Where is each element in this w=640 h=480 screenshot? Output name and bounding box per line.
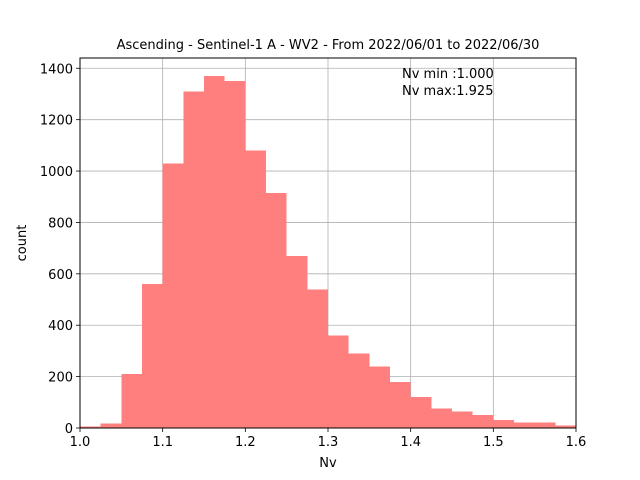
y-axis-ticks: 0 200 400 600 800 1000 1200 1400: [40, 62, 80, 437]
histogram-bar: [266, 192, 287, 428]
y-tick-label: 0: [65, 422, 73, 437]
y-tick-label: 600: [48, 268, 73, 283]
histogram-bar: [142, 284, 163, 428]
annotation-nv-min: Nv min :1.000: [402, 67, 494, 82]
y-tick-label: 400: [48, 319, 73, 334]
histogram-bar: [514, 422, 535, 428]
x-tick-label: 1.6: [566, 435, 587, 450]
histogram-bar: [100, 423, 122, 428]
x-axis-label: Nv: [319, 456, 337, 471]
histogram-bar: [472, 415, 494, 428]
histogram-bar: [204, 75, 225, 428]
annotation-nv-max: Nv max:1.925: [402, 84, 493, 99]
y-tick-label: 1400: [40, 62, 73, 77]
histogram-bar: [452, 411, 473, 428]
y-tick-label: 200: [48, 371, 73, 386]
histogram-bar: [348, 353, 370, 428]
x-axis-ticks: 1.0 1.1 1.2 1.3 1.4 1.5 1.6: [70, 428, 587, 450]
histogram-bar: [162, 163, 184, 428]
histogram-bars: [80, 75, 576, 429]
histogram-bar: [224, 81, 246, 428]
x-tick-label: 1.1: [152, 435, 173, 450]
y-tick-label: 1000: [40, 165, 73, 180]
histogram-bar: [534, 422, 556, 428]
histogram-bar: [493, 419, 514, 428]
histogram-bar: [369, 366, 390, 428]
x-tick-label: 1.0: [70, 435, 91, 450]
histogram-bar: [390, 381, 411, 428]
histogram-bar: [431, 408, 452, 428]
histogram-bar: [328, 335, 349, 428]
x-tick-label: 1.2: [235, 435, 256, 450]
histogram-bar: [286, 255, 308, 428]
histogram-bar: [307, 289, 328, 428]
x-tick-label: 1.4: [400, 435, 421, 450]
histogram-bar: [183, 91, 204, 429]
histogram-bar: [121, 374, 142, 428]
y-tick-label: 1200: [40, 114, 73, 129]
y-axis-label: count: [15, 225, 30, 262]
histogram-bar: [410, 397, 432, 428]
histogram-bar: [555, 425, 576, 428]
chart-title: Ascending - Sentinel-1 A - WV2 - From 20…: [117, 38, 540, 53]
histogram-bar: [80, 426, 101, 428]
y-tick-label: 800: [48, 216, 73, 231]
x-tick-label: 1.3: [318, 435, 339, 450]
histogram-bar: [245, 150, 266, 428]
x-tick-label: 1.5: [483, 435, 504, 450]
